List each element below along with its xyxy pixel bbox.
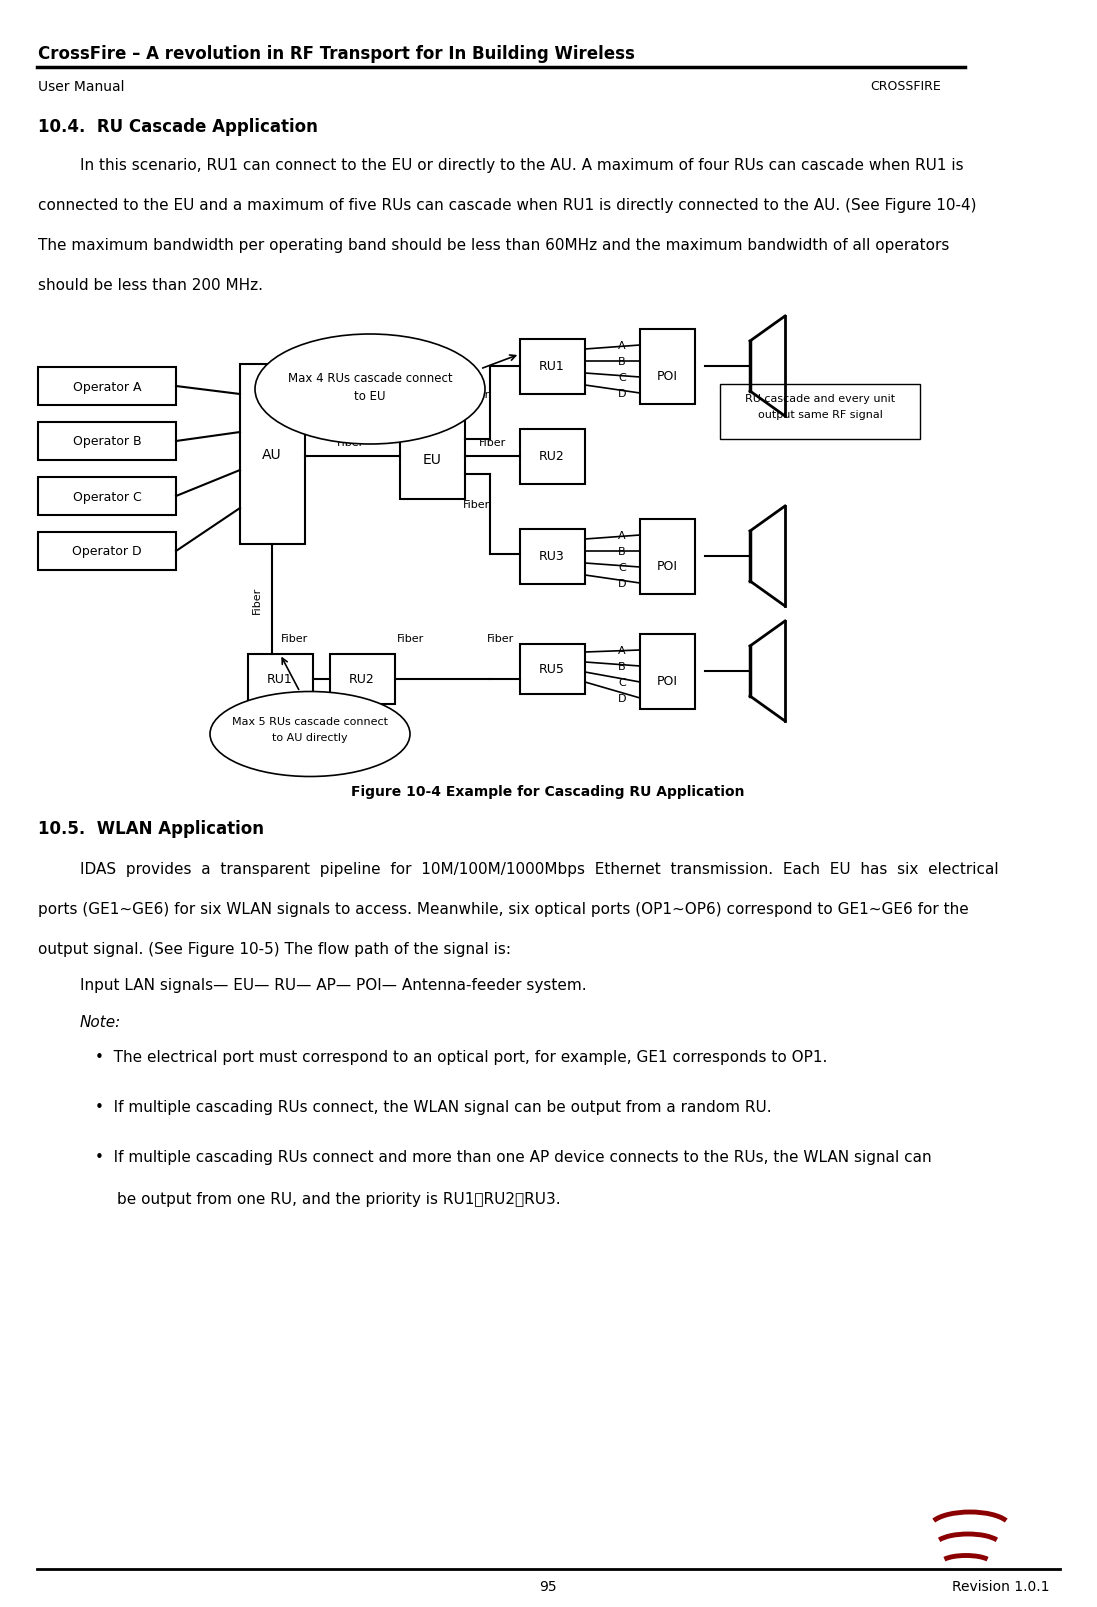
Text: ports (GE1~GE6) for six WLAN signals to access. Meanwhile, six optical ports (OP: ports (GE1~GE6) for six WLAN signals to … <box>38 902 969 916</box>
Bar <box>38 423 176 461</box>
Text: Fiber: Fiber <box>281 633 308 643</box>
Text: POI: POI <box>656 675 678 688</box>
Bar <box>248 654 313 704</box>
Bar <box>720 384 920 440</box>
Text: Figure 10-4 Example for Cascading RU Application: Figure 10-4 Example for Cascading RU App… <box>351 784 745 799</box>
Text: Fiber: Fiber <box>463 391 490 400</box>
Text: Note:: Note: <box>80 1014 122 1030</box>
Text: 95: 95 <box>540 1580 557 1593</box>
Text: RU2: RU2 <box>539 450 565 463</box>
Bar <box>640 519 695 595</box>
Text: POI: POI <box>656 370 678 382</box>
Text: User Manual: User Manual <box>38 80 124 93</box>
Text: Input LAN signals— EU— RU— AP— POI— Antenna-feeder system.: Input LAN signals— EU— RU— AP— POI— Ante… <box>80 977 587 993</box>
Text: Fiber: Fiber <box>479 437 507 448</box>
Text: RU2: RU2 <box>349 673 375 686</box>
Text: B: B <box>619 662 625 672</box>
Bar <box>520 530 585 585</box>
Text: Operator C: Operator C <box>72 490 142 503</box>
Ellipse shape <box>210 693 410 778</box>
Text: RU3: RU3 <box>539 550 565 562</box>
Bar <box>400 419 465 500</box>
Text: Max 4 RUs cascade connect: Max 4 RUs cascade connect <box>287 371 452 384</box>
Text: 10.5.  WLAN Application: 10.5. WLAN Application <box>38 820 264 837</box>
Text: output signal. (See Figure 10-5) The flow path of the signal is:: output signal. (See Figure 10-5) The flo… <box>38 942 511 956</box>
Text: Fiber: Fiber <box>396 633 423 643</box>
Bar <box>520 644 585 694</box>
Text: connected to the EU and a maximum of five RUs can cascade when RU1 is directly c: connected to the EU and a maximum of fiv… <box>38 198 976 212</box>
Text: Fiber: Fiber <box>463 500 490 509</box>
Text: Operator B: Operator B <box>72 435 142 448</box>
Text: POI: POI <box>656 561 678 574</box>
Text: Max 5 RUs cascade connect: Max 5 RUs cascade connect <box>231 717 388 726</box>
Text: CrossFire – A revolution in RF Transport for In Building Wireless: CrossFire – A revolution in RF Transport… <box>38 45 635 63</box>
Text: •  If multiple cascading RUs connect and more than one AP device connects to the: • If multiple cascading RUs connect and … <box>95 1149 931 1165</box>
Text: RU cascade and every unit: RU cascade and every unit <box>745 394 895 403</box>
Text: B: B <box>619 357 625 366</box>
Text: IDAS  provides  a  transparent  pipeline  for  10M/100M/1000Mbps  Ethernet  tran: IDAS provides a transparent pipeline for… <box>80 861 998 876</box>
Text: Fiber: Fiber <box>252 587 262 614</box>
Text: AU: AU <box>262 448 282 461</box>
Ellipse shape <box>255 334 485 445</box>
Text: A: A <box>619 646 625 656</box>
Bar <box>520 339 585 395</box>
Text: B: B <box>619 546 625 556</box>
Text: Operator D: Operator D <box>72 545 142 558</box>
Text: RU5: RU5 <box>539 664 565 677</box>
Text: The maximum bandwidth per operating band should be less than 60MHz and the maxim: The maximum bandwidth per operating band… <box>38 238 949 252</box>
Bar <box>640 635 695 710</box>
Text: In this scenario, RU1 can connect to the EU or directly to the AU. A maximum of : In this scenario, RU1 can connect to the… <box>80 157 963 174</box>
Text: D: D <box>618 389 626 399</box>
Text: Fiber: Fiber <box>337 437 363 448</box>
Bar <box>330 654 395 704</box>
Text: •  If multiple cascading RUs connect, the WLAN signal can be output from a rando: • If multiple cascading RUs connect, the… <box>95 1099 771 1114</box>
Bar <box>640 329 695 405</box>
Text: D: D <box>618 694 626 704</box>
Text: Revision 1.0.1: Revision 1.0.1 <box>952 1580 1050 1593</box>
Text: to AU directly: to AU directly <box>272 733 348 742</box>
Text: should be less than 200 MHz.: should be less than 200 MHz. <box>38 278 263 292</box>
Text: output same RF signal: output same RF signal <box>758 410 882 419</box>
Bar <box>38 532 176 570</box>
Text: A: A <box>619 341 625 350</box>
Text: to EU: to EU <box>354 389 386 402</box>
Text: CROSSFIRE: CROSSFIRE <box>870 80 941 93</box>
Text: A: A <box>619 530 625 540</box>
Text: •  The electrical port must correspond to an optical port, for example, GE1 corr: • The electrical port must correspond to… <box>95 1049 827 1064</box>
Bar <box>520 429 585 485</box>
Text: 10.4.  RU Cascade Application: 10.4. RU Cascade Application <box>38 117 318 137</box>
Text: RU1: RU1 <box>268 673 293 686</box>
Bar <box>38 477 176 516</box>
Text: EU: EU <box>422 453 441 466</box>
Text: C: C <box>618 373 626 382</box>
Text: D: D <box>618 579 626 588</box>
Text: Fiber: Fiber <box>486 633 513 643</box>
Text: Operator A: Operator A <box>72 381 142 394</box>
Text: RU1: RU1 <box>539 360 565 373</box>
Bar <box>240 365 305 545</box>
Text: C: C <box>618 678 626 688</box>
Bar <box>38 368 176 405</box>
Text: be output from one RU, and the priority is RU1＞RU2＞RU3.: be output from one RU, and the priority … <box>117 1191 561 1207</box>
Text: C: C <box>618 562 626 572</box>
